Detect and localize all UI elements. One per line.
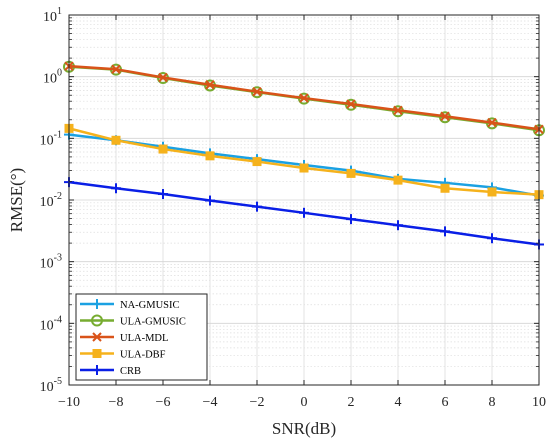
- x-tick-label: 0: [301, 395, 308, 410]
- y-tick-labels: 101 100 10-1 10-2 10-3 10-4 10-5: [40, 6, 62, 395]
- legend-marker: [92, 349, 102, 358]
- legend-label: CRB: [120, 366, 141, 377]
- x-tick-label: 4: [395, 395, 402, 410]
- data-point: [440, 183, 450, 193]
- x-tick-label: 2: [348, 395, 355, 410]
- legend-entry-ula-mdl: ULA-MDL: [80, 332, 168, 344]
- y-tick-label: 10-5: [40, 376, 62, 395]
- x-tick-label: −8: [109, 395, 124, 410]
- data-point: [440, 226, 450, 237]
- legend-marker: [92, 299, 102, 309]
- data-point: [346, 168, 356, 178]
- legend-entry-na-gmusic: NA-GMUSIC: [80, 299, 180, 311]
- y-axis-label: RMSE(°): [7, 168, 26, 232]
- data-point: [158, 72, 168, 83]
- x-tick-label: 6: [442, 395, 449, 410]
- x-tick-label: −6: [156, 395, 171, 410]
- legend-entry-crb: CRB: [80, 365, 141, 377]
- data-point: [487, 187, 497, 197]
- series-ula-mdl: [64, 61, 544, 135]
- series-crb: [64, 177, 544, 250]
- data-point: [299, 93, 309, 103]
- y-tick-label: 10-4: [40, 314, 62, 333]
- data-point: [487, 117, 497, 128]
- legend-label: ULA-DBF: [120, 350, 166, 361]
- data-point: [158, 189, 168, 200]
- x-axis-label: SNR(dB): [272, 419, 336, 438]
- legend-label: NA-GMUSIC: [120, 300, 180, 311]
- y-tick-label: 10-1: [40, 129, 62, 148]
- data-point: [111, 64, 121, 74]
- data-point: [440, 111, 450, 121]
- x-tick-label: 10: [532, 395, 546, 410]
- data-point: [393, 175, 403, 185]
- legend-entry-ula-dbf: ULA-DBF: [80, 349, 166, 361]
- legend-marker: [92, 332, 102, 342]
- legend: NA-GMUSIC ULA-GMUSIC ULA-MDL ULA-DBF CRB: [75, 293, 208, 381]
- data-point: [393, 220, 403, 231]
- data-point: [346, 99, 356, 109]
- legend-marker: [92, 365, 102, 375]
- legend-label: ULA-MDL: [120, 333, 168, 344]
- x-tick-label: −10: [58, 395, 80, 410]
- y-tick-label: 10-2: [40, 191, 62, 210]
- y-tick-label: 10-3: [40, 253, 62, 272]
- data-point: [252, 87, 262, 97]
- data-point: [393, 105, 403, 115]
- tick-marks: [68, 14, 540, 386]
- legend-marker: [91, 314, 103, 327]
- y-tick-label: 100: [43, 68, 62, 87]
- data-point: [111, 183, 121, 194]
- y-tick-label: 101: [43, 6, 62, 25]
- data-point: [299, 207, 309, 218]
- data-point: [487, 233, 497, 244]
- data-point: [205, 195, 215, 206]
- x-tick-label: −2: [250, 395, 265, 410]
- data-point: [205, 80, 215, 90]
- legend-entry-ula-gmusic: ULA-GMUSIC: [80, 314, 186, 328]
- data-point: [158, 144, 168, 154]
- data-point: [299, 163, 309, 173]
- data-point: [252, 201, 262, 212]
- x-tick-labels: −10 −8 −6 −4 −2 0 2 4 6 8 10: [58, 395, 546, 410]
- data-point: [252, 157, 262, 167]
- data-point: [346, 214, 356, 225]
- legend-label: ULA-GMUSIC: [120, 317, 186, 328]
- x-tick-label: 8: [489, 395, 496, 410]
- data-point: [205, 151, 215, 161]
- data-point: [111, 135, 121, 145]
- x-tick-label: −4: [203, 395, 218, 410]
